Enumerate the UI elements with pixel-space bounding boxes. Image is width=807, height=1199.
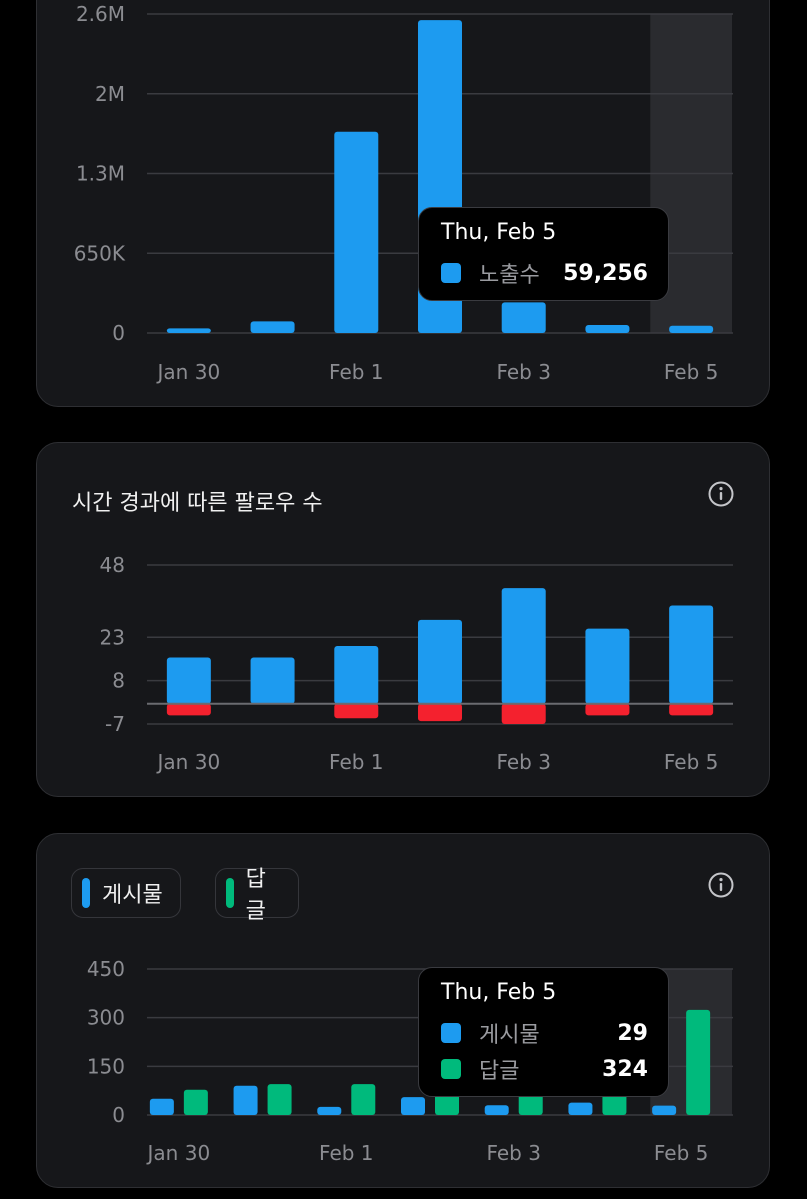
y-tick-label: 0 (112, 321, 125, 345)
tooltip-row: 게시물 29 (441, 1015, 648, 1051)
bar-loss (501, 703, 546, 724)
y-tick-label: 23 (100, 625, 125, 649)
impressions-chart[interactable]: 0 650K 1.3M 2M 2.6M Jan 30 Feb 1 Feb 3 Feb 5 (37, 0, 771, 408)
y-tick-label: 48 (100, 553, 125, 577)
y-tick-label: 2.6M (76, 2, 125, 26)
y-tick-label: 650K (74, 241, 126, 265)
y-tick-label: 8 (112, 669, 125, 693)
bar (585, 325, 630, 333)
bar-posts (317, 1106, 342, 1115)
legend-swatch (82, 878, 90, 908)
x-tick-label: Feb 1 (329, 360, 384, 384)
posts-replies-tooltip: Thu, Feb 5 게시물 29 답글 324 (418, 967, 669, 1097)
x-tick-label: Feb 3 (496, 360, 551, 384)
tooltip-swatch (441, 263, 461, 283)
tooltip-row: 노출수 59,256 (441, 255, 648, 291)
x-tick-label: Feb 3 (496, 750, 551, 774)
bar-gain (250, 657, 295, 704)
posts-replies-chart[interactable]: 0 150 300 450 Jan 30 Feb 1 Feb 3 Feb 5 (37, 834, 771, 1189)
legend-swatch (226, 878, 234, 908)
tooltip-value: 324 (602, 1056, 648, 1082)
y-tick-label: 150 (87, 1054, 125, 1078)
x-tick-label: Feb 3 (486, 1141, 541, 1165)
bar (669, 325, 714, 333)
bar-loss (418, 703, 462, 722)
bar-posts (233, 1085, 258, 1115)
bar-gain (669, 605, 714, 704)
bar (166, 328, 211, 333)
legend-toggle-replies[interactable]: 답글 (215, 867, 299, 924)
y-tick-label: 450 (87, 957, 125, 981)
tooltip-value: 59,256 (563, 260, 648, 286)
tooltip-row: 답글 324 (441, 1051, 648, 1087)
legend-toggle-posts[interactable]: 게시물 (71, 868, 181, 918)
bar-gain (166, 657, 211, 704)
followers-chart-card: 시간 경과에 따른 팔로우 수 -7 8 23 48 Jan 30 Feb 1 Feb 3 F… (36, 442, 770, 797)
legend-label: 답글 (245, 867, 266, 924)
y-tick-label: 300 (87, 1006, 125, 1030)
bar-loss (334, 703, 379, 719)
followers-chart[interactable]: -7 8 23 48 Jan 30 Feb 1 Feb 3 Feb 5 (37, 443, 771, 798)
legend-label: 게시물 (102, 883, 163, 908)
bar-gain (418, 619, 462, 704)
posts-replies-chart-card: 게시물 답글 0 150 300 450 Jan 30 Feb 1 Feb 3 Feb 5 T… (36, 833, 770, 1188)
info-icon[interactable] (708, 872, 734, 898)
tooltip-label: 노출수 (479, 263, 540, 288)
x-tick-label: Feb 1 (319, 1141, 374, 1165)
bar-replies (351, 1084, 376, 1115)
impressions-tooltip: Thu, Feb 5 노출수 59,256 (418, 207, 669, 301)
bar-replies (686, 1009, 711, 1115)
bar-gain (585, 628, 630, 704)
bar (334, 131, 379, 333)
bar-posts (484, 1105, 509, 1115)
bar-posts (652, 1105, 677, 1115)
info-icon[interactable] (708, 481, 734, 507)
x-tick-label: Feb 5 (654, 1141, 709, 1165)
bar-replies (602, 1092, 627, 1115)
x-tick-label: Feb 1 (329, 750, 384, 774)
tooltip-swatch (441, 1059, 461, 1079)
bar-replies (267, 1084, 292, 1115)
bar-gain (501, 588, 546, 704)
y-tick-label: 2M (95, 82, 125, 106)
x-tick-label: Jan 30 (146, 1141, 211, 1165)
bar-loss (166, 703, 211, 716)
bar-posts (568, 1102, 593, 1115)
bar-loss (585, 703, 630, 716)
bar-gain (334, 645, 379, 704)
tooltip-date: Thu, Feb 5 (441, 220, 557, 245)
tooltip-value: 29 (617, 1020, 648, 1046)
impressions-chart-card: 0 650K 1.3M 2M 2.6M Jan 30 Feb 1 Feb 3 Feb 5 Thu… (36, 0, 770, 407)
bar-posts (401, 1097, 425, 1115)
tooltip-label: 게시물 (479, 1023, 540, 1048)
tooltip-label: 답글 (479, 1059, 520, 1084)
tooltip-swatch (441, 1023, 461, 1043)
bar-posts (149, 1098, 174, 1115)
x-tick-label: Feb 5 (664, 360, 719, 384)
card-title: 시간 경과에 따른 팔로우 수 (72, 491, 323, 516)
y-tick-label: 0 (112, 1103, 125, 1127)
bar (501, 302, 546, 333)
x-tick-label: Jan 30 (156, 360, 221, 384)
x-tick-label: Jan 30 (156, 750, 221, 774)
y-tick-label: -7 (105, 712, 125, 736)
tooltip-date: Thu, Feb 5 (441, 980, 557, 1005)
y-tick-label: 1.3M (76, 162, 125, 186)
x-tick-label: Feb 5 (664, 750, 719, 774)
bar-loss (669, 703, 714, 716)
bar (250, 321, 295, 333)
bar-replies (183, 1089, 208, 1115)
